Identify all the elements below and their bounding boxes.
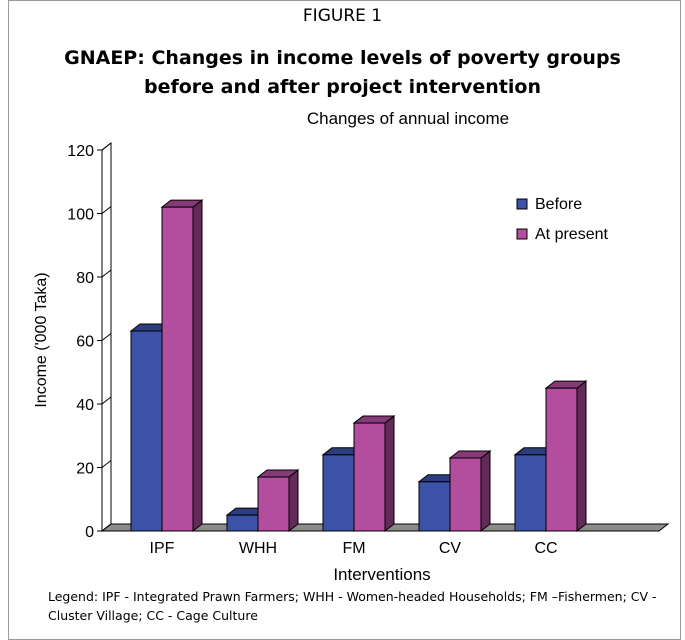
bar-front (257, 476, 290, 532)
bar-cc-at-present (544, 380, 588, 533)
bar-side (288, 469, 299, 533)
bar-whh-at-present (256, 469, 300, 533)
y-tick-label: 40 (76, 397, 94, 414)
bar-ipf-at-present (160, 199, 204, 533)
x-tick-label: CV (439, 540, 462, 557)
bar-side (576, 380, 587, 533)
chart-title: Changes of annual income (307, 109, 509, 128)
bar-side (384, 415, 395, 533)
figure-title-line-1: GNAEP: Changes in income levels of pover… (64, 47, 621, 69)
y-tick-depth (101, 206, 112, 214)
x-tick-label: FM (342, 540, 365, 557)
legend: Before At present (516, 196, 608, 243)
legend-swatch (516, 228, 528, 240)
bar-front (418, 481, 451, 532)
y-tick-label: 0 (85, 524, 94, 541)
y-tick-label: 80 (76, 270, 94, 287)
x-tick-label: CC (534, 540, 557, 557)
plot-area: 0 20 40 60 80 100 120 IPF WHH FM CV CC (67, 141, 670, 557)
figure-title-line-2: before and after project intervention (143, 76, 541, 98)
y-tick-depth (101, 396, 112, 405)
bar-cv-at-present (448, 449, 492, 533)
bar-side (480, 449, 491, 533)
bar-front (130, 330, 163, 532)
y-tick-label: 60 (76, 334, 94, 351)
bar-front (545, 387, 578, 532)
bar-front (226, 514, 259, 532)
y-tick-depth (101, 460, 112, 468)
bar-chart: Changes of annual income 0 20 40 60 80 100 120… (33, 109, 670, 584)
y-tick-label: 20 (76, 461, 94, 478)
y-tick-depth (101, 333, 112, 341)
bar-side (192, 199, 203, 533)
y-tick-label: 120 (67, 143, 94, 160)
bar-front (322, 454, 355, 532)
bar-front (353, 422, 386, 532)
legend-item-label: At present (535, 226, 608, 243)
bar-front (161, 206, 194, 532)
figure-title: GNAEP: Changes in income levels of pover… (0, 44, 685, 102)
figure-frame (8, 0, 681, 640)
legend-swatch (516, 198, 528, 210)
y-tick-label: 100 (67, 207, 94, 224)
x-axis-label: Interventions (333, 565, 430, 584)
y-tick-depth (101, 523, 112, 532)
figure-label: FIGURE 1 (302, 6, 383, 26)
bar-fm-at-present (352, 415, 396, 533)
y-tick-depth (101, 142, 112, 151)
x-tick-label: IPF (150, 540, 175, 557)
bar-front (449, 457, 482, 532)
y-tick-depth (101, 269, 112, 278)
bar-front (514, 454, 547, 532)
legend-item-label: Before (535, 196, 582, 213)
y-axis-label: Income ('000 Taka) (33, 272, 50, 407)
x-tick-label: WHH (239, 540, 277, 557)
legend-caption: Legend: IPF - Integrated Prawn Farmers; … (48, 589, 657, 623)
